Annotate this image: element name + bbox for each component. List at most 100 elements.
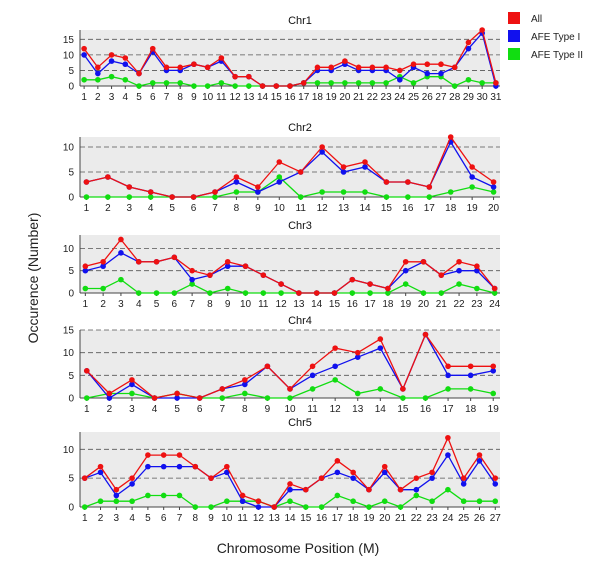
data-point [278,281,284,287]
x-tick-label: 3 [127,203,133,214]
data-point [149,45,156,52]
data-point [366,486,372,493]
x-tick-label: 8 [242,404,248,415]
x-tick-label: 16 [316,513,328,524]
data-point [239,492,246,499]
data-point [479,80,485,86]
x-tick-label: 21 [436,299,448,310]
data-point [469,184,475,190]
data-point [445,434,451,441]
data-point [438,272,445,278]
data-point [271,504,278,510]
x-tick-label: 6 [172,299,178,310]
x-tick-label: 14 [359,203,371,214]
data-point [81,76,87,83]
data-point [314,80,321,86]
data-point [171,254,178,261]
data-point [242,381,248,388]
data-point [350,469,356,476]
y-tick-label: 0 [68,193,74,204]
y-tick-label: 5 [68,266,74,277]
data-point [287,395,293,401]
data-point [129,481,135,487]
data-point [192,463,199,470]
y-tick-label: 10 [63,244,75,255]
data-point [255,189,261,195]
data-point [212,189,218,195]
x-tick-label: 5 [174,404,180,415]
x-tick-label: 6 [161,513,167,524]
x-tick-label: 26 [474,513,486,524]
y-tick-label: 5 [68,66,74,77]
x-tick-label: 24 [394,92,406,103]
data-point [287,386,293,392]
data-point [309,363,316,370]
x-tick-label: 31 [490,92,502,103]
x-tick-label: 23 [471,299,483,310]
data-point [273,83,280,89]
x-tick-label: 4 [148,203,154,214]
data-point [82,285,89,292]
data-point [402,258,409,265]
x-tick-label: 8 [177,92,183,103]
data-point [242,263,249,270]
x-tick-label: 9 [225,299,231,310]
data-point [136,70,142,77]
data-point [174,390,180,397]
data-point [106,390,113,397]
data-point [190,194,197,200]
data-point [385,290,391,296]
legend: All AFE Type I AFE Type II [508,12,583,61]
x-tick-label: 3 [129,404,135,415]
data-point [242,377,248,383]
data-point [377,386,384,392]
legend-swatch [508,12,520,24]
data-point [108,73,115,80]
x-tick-label: 2 [95,92,101,103]
data-point [276,179,283,185]
data-point [490,363,497,370]
data-point [469,164,475,170]
data-point [438,290,445,296]
x-tick-label: 2 [105,203,111,214]
data-point [83,395,90,401]
x-tick-label: 18 [312,92,324,103]
data-point [367,281,373,287]
x-tick-label: 19 [326,92,338,103]
y-tick-label: 15 [63,35,75,46]
x-tick-label: 3 [114,513,120,524]
x-tick-label: 13 [243,92,255,103]
x-tick-label: 25 [408,92,420,103]
data-point [328,80,334,86]
x-tick-label: 17 [365,299,377,310]
data-point [192,504,199,510]
data-point [491,285,498,292]
data-point [340,164,347,170]
data-point [420,258,427,265]
data-point [129,498,135,505]
x-tick-label: 7 [164,92,170,103]
data-point [177,80,183,86]
x-tick-label: 7 [189,299,195,310]
data-point [126,194,133,200]
data-point [278,290,284,296]
x-tick-label: 11 [216,92,227,103]
data-point [163,80,170,86]
data-point [362,189,368,195]
data-point [429,498,435,505]
x-tick-label: 5 [154,299,160,310]
data-point [438,61,444,68]
x-tick-label: 29 [463,92,475,103]
series-line [86,176,494,198]
data-point [218,80,225,86]
data-point [349,276,356,283]
data-point [264,363,271,370]
x-tick-label: 15 [271,92,283,103]
data-point [129,390,135,397]
data-point [106,395,113,401]
data-point [246,83,252,89]
x-tick-label: 2 [98,513,104,524]
data-point [342,58,348,64]
